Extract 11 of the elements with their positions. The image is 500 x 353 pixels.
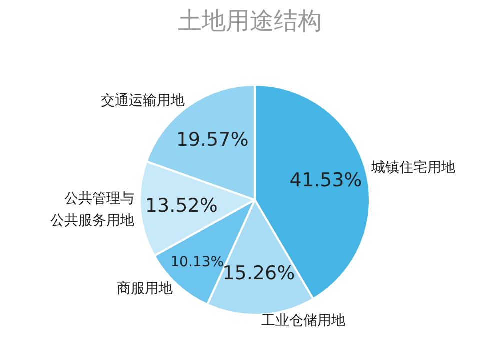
chart-title: 土地用途结构 bbox=[178, 7, 322, 35]
slice-label: 交通运输用地 bbox=[101, 93, 186, 110]
slice-label: 公共管理与公共服务用地 bbox=[50, 191, 134, 230]
slice-label: 商服用地 bbox=[117, 280, 174, 297]
data-label: 19.57% bbox=[176, 128, 249, 151]
slice-label: 城镇住宅用地 bbox=[370, 160, 456, 176]
slice-label: 工业仓储用地 bbox=[261, 312, 346, 329]
data-label: 41.53% bbox=[290, 170, 362, 192]
data-label: 13.52% bbox=[145, 195, 218, 218]
data-label: 15.26% bbox=[222, 262, 296, 284]
data-label: 10.13% bbox=[170, 254, 224, 271]
